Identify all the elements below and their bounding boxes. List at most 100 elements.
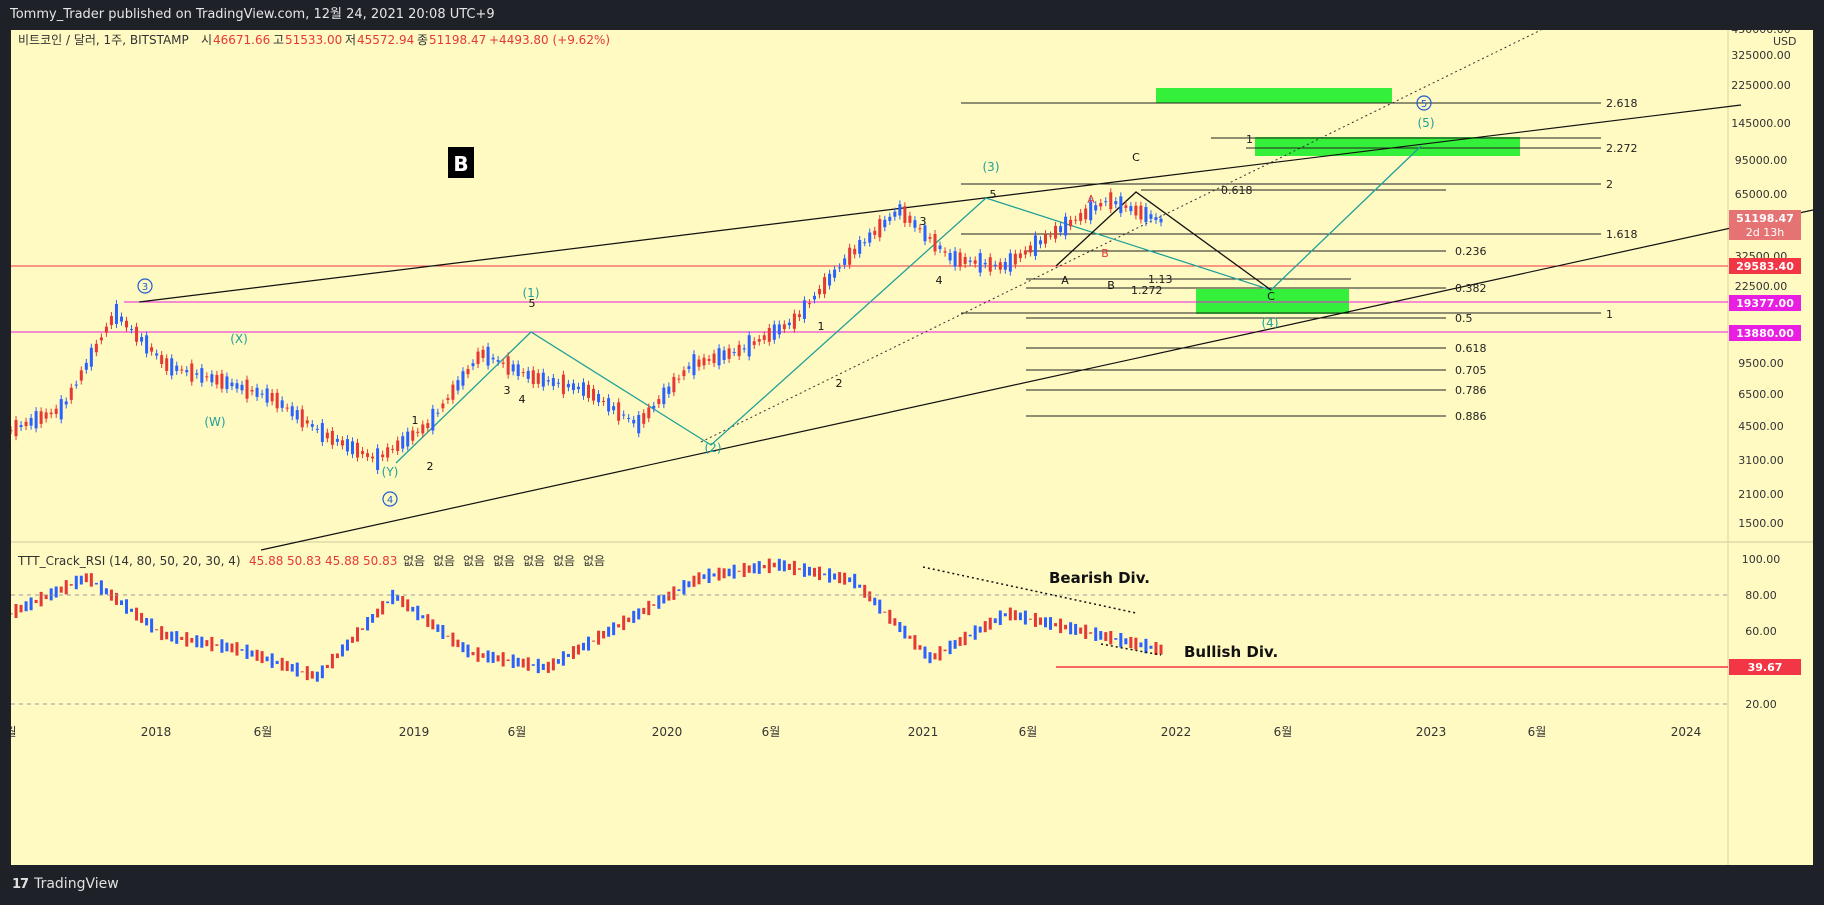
rsi-bar xyxy=(1154,642,1158,655)
price-candle-body xyxy=(607,398,611,412)
rsi-bar xyxy=(687,581,691,588)
price-candle-body xyxy=(74,384,78,386)
rsi-bar xyxy=(943,649,947,652)
fib-label-10: 0.786 xyxy=(1455,384,1487,397)
price-candle-body xyxy=(958,252,962,267)
fib-label-13: 1.13 xyxy=(1148,273,1173,286)
price-candle-body xyxy=(571,383,575,391)
rsi-bar xyxy=(998,610,1002,625)
price-candle-body xyxy=(541,372,545,387)
rsi-bar xyxy=(49,588,53,601)
rsi-bar xyxy=(878,599,882,614)
price-candle-body xyxy=(300,409,304,428)
rsi-bar xyxy=(993,618,997,624)
rsi-bar xyxy=(79,575,83,585)
price-candle-body xyxy=(516,364,520,377)
price-candle-body xyxy=(782,324,786,330)
fib-label-15: 1 xyxy=(1246,133,1253,146)
price-candle-body xyxy=(496,360,500,362)
chart-area[interactable]: 비트코인 / 달러, 1주, BITSTAMP 시 46671.66 고 51533.… xyxy=(11,30,1813,865)
time-tick-13: 2024 xyxy=(1671,725,1702,739)
rsi-bar xyxy=(868,591,872,602)
price-candle-body xyxy=(280,400,284,408)
price-candle-body xyxy=(466,368,470,375)
rsi-bar xyxy=(576,644,580,655)
rsi-bar xyxy=(441,624,445,639)
primary-wave-2: (3) xyxy=(983,160,1000,174)
rsi-bar xyxy=(1119,632,1123,648)
time-tick-0: 월 xyxy=(11,725,17,739)
fib-label-1: 2.272 xyxy=(1606,142,1638,155)
rsi-bar xyxy=(1144,638,1148,654)
rsi-bar xyxy=(863,584,867,598)
rsi-bar xyxy=(818,566,822,581)
chart-svg[interactable]: 비트코인 / 달러, 1주, BITSTAMP 시 46671.66 고 51533.… xyxy=(11,30,1813,865)
price-candle-body xyxy=(109,316,113,326)
ohlc-key-3: 종 xyxy=(417,33,428,47)
price-candle-body xyxy=(376,448,380,471)
price-candle-body xyxy=(1099,203,1103,207)
price-candle-body xyxy=(461,371,465,386)
rsi-bar xyxy=(180,636,184,640)
price-candle-body xyxy=(325,432,329,439)
price-candle-body xyxy=(1159,218,1163,223)
price-candle-body xyxy=(647,407,651,419)
rsi-bar xyxy=(240,649,244,651)
price-candle-body xyxy=(320,423,324,443)
rsi-bar xyxy=(39,591,43,607)
rsi-bar xyxy=(145,617,149,626)
rsi-bar xyxy=(888,609,892,624)
circled-wave-2 xyxy=(1416,95,1432,111)
price-candle-body xyxy=(119,316,123,322)
rsi-bar xyxy=(1049,617,1053,630)
fib-label-0: 2.618 xyxy=(1606,97,1638,110)
price-badge-2 xyxy=(1729,295,1801,311)
tradingview-logo[interactable]: 17 TradingView xyxy=(12,876,119,892)
price-candle-body xyxy=(687,366,691,369)
price-candle-body xyxy=(69,387,73,400)
price-candle-body xyxy=(1079,212,1083,221)
price-candle-body xyxy=(185,370,189,373)
rsi-bar xyxy=(787,563,791,571)
time-tick-7: 2021 xyxy=(908,725,939,739)
rsi-bar xyxy=(637,608,641,620)
price-candle-body xyxy=(441,403,445,409)
rsi-bar xyxy=(109,589,113,601)
price-candle-body xyxy=(275,392,279,409)
rsi-bar xyxy=(69,584,73,586)
rsi-bar xyxy=(1069,622,1073,635)
rsi-bar xyxy=(1064,624,1068,630)
price-candle-body xyxy=(652,405,656,409)
rsi-bar xyxy=(335,653,339,659)
minor-wave-6: 2 xyxy=(836,377,843,390)
price-candle-body xyxy=(853,248,857,255)
price-candle-body xyxy=(39,411,43,424)
price-candle-body xyxy=(536,373,540,384)
price-candle-body xyxy=(1124,205,1128,208)
rsi-bar xyxy=(1094,627,1098,641)
rsi-bar xyxy=(170,631,174,642)
rsi-bar xyxy=(908,635,912,639)
price-candle-body xyxy=(310,424,314,427)
price-candle-body xyxy=(561,374,565,395)
price-tick-5: 65000.00 xyxy=(1735,188,1788,201)
rsi-bar xyxy=(270,653,274,668)
rsi-bar xyxy=(190,638,194,643)
price-candle-body xyxy=(330,430,334,445)
rsi-bar xyxy=(843,572,847,585)
price-badge-3 xyxy=(1729,325,1801,341)
price-candle-body xyxy=(802,300,806,319)
fib-label-12: 0.618 xyxy=(1221,184,1253,197)
rsi-bar xyxy=(968,634,972,637)
rsi-bar xyxy=(265,656,269,662)
rsi-bar xyxy=(587,636,591,651)
rsi-bar xyxy=(561,651,565,666)
rsi-bar xyxy=(622,615,626,631)
rsi-bar xyxy=(436,624,440,632)
circled-wave-1 xyxy=(382,491,398,507)
price-candle-body xyxy=(787,322,791,326)
price-candle-body xyxy=(386,447,390,458)
price-candle-body xyxy=(290,406,294,417)
fib-label-14: 1.272 xyxy=(1131,284,1163,297)
rsi-bar xyxy=(612,622,616,636)
